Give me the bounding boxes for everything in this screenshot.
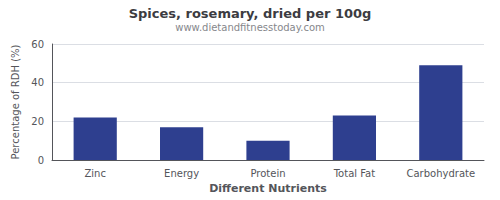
svg-text:Total Fat: Total Fat bbox=[333, 168, 375, 179]
svg-text:20: 20 bbox=[31, 116, 44, 127]
svg-text:www.dietandfitnesstoday.com: www.dietandfitnesstoday.com bbox=[175, 22, 324, 33]
svg-text:Zinc: Zinc bbox=[84, 168, 105, 179]
svg-text:Different Nutrients: Different Nutrients bbox=[209, 182, 327, 195]
svg-text:Percentage of RDH (%): Percentage of RDH (%) bbox=[10, 44, 21, 159]
svg-text:Energy: Energy bbox=[164, 168, 199, 179]
svg-text:60: 60 bbox=[31, 39, 44, 50]
svg-text:Protein: Protein bbox=[250, 168, 285, 179]
svg-text:Carbohydrate: Carbohydrate bbox=[406, 168, 475, 179]
svg-text:0: 0 bbox=[38, 155, 44, 166]
svg-text:Spices, rosemary, dried per 10: Spices, rosemary, dried per 100g bbox=[129, 6, 372, 21]
svg-text:40: 40 bbox=[31, 77, 44, 88]
